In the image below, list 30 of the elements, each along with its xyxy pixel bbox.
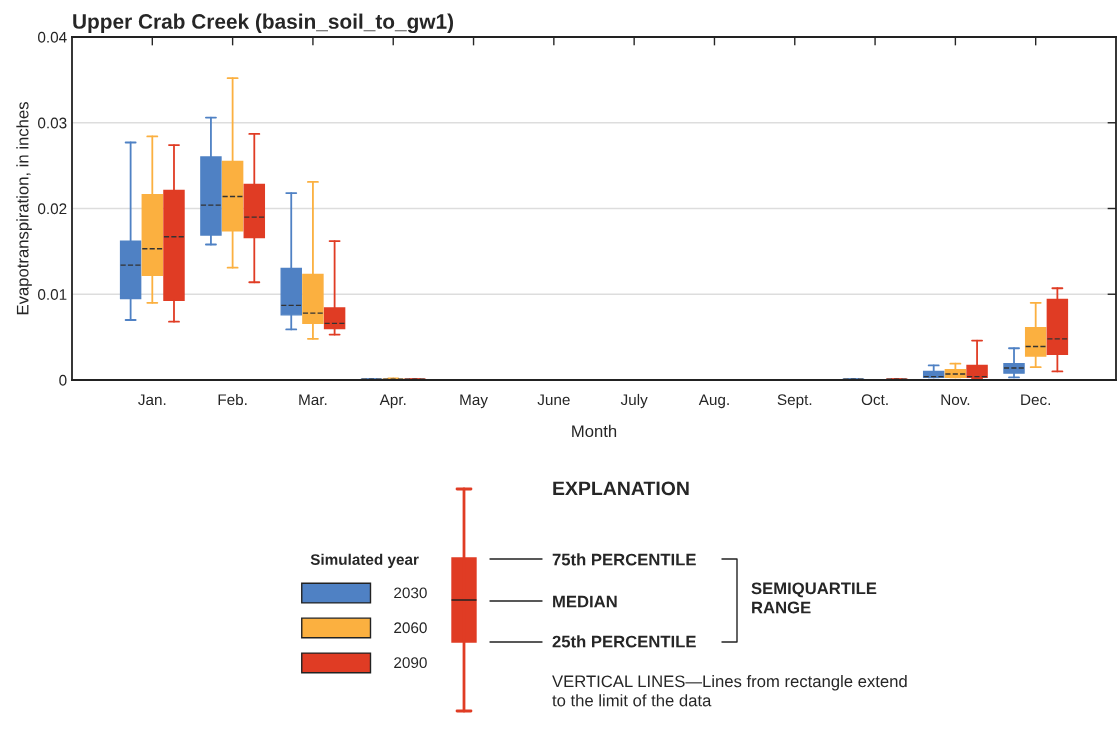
x-tick-label: Mar.: [299, 394, 327, 406]
x-tick-label: Sept.: [777, 394, 812, 409]
x-tick-label: Aug.: [698, 394, 729, 409]
y-tick-label: 0.03: [38, 117, 67, 129]
y-tick-label: 0.04: [38, 31, 67, 43]
legend-title: Simulated year: [310, 553, 419, 568]
text: MEDIAN: [553, 595, 617, 608]
y-tick-label: 0: [59, 374, 67, 386]
legend-label: 2090: [394, 657, 427, 669]
y-axis-title: Evapotranspiration, in inches: [16, 102, 32, 315]
x-tick-label: Oct.: [861, 394, 888, 406]
y-tick-label: 0.02: [38, 203, 67, 215]
y-tick-label: 0.01: [38, 289, 67, 300]
x-tick-label: Nov.: [941, 394, 970, 406]
text: EXPLANATION: [553, 481, 689, 496]
x-tick-label: Apr.: [379, 394, 406, 409]
text: 25th PERCENTILE: [552, 635, 696, 648]
x-tick-label: June: [537, 394, 570, 406]
x-tick-label: July: [620, 393, 648, 409]
legend-label: 2060: [394, 622, 427, 634]
x-tick-label: Feb.: [218, 393, 247, 406]
text: SEMIQUARTILE RANGE: [751, 582, 877, 614]
x-axis-title: Month: [572, 424, 617, 438]
text: VERTICAL LINES—Lines from rectangle extend to the limit of the data: [552, 675, 907, 707]
x-tick-label: Dec.: [1021, 394, 1051, 406]
legend-label: 2030: [394, 587, 427, 599]
x-tick-label: May: [460, 394, 488, 409]
chart-title: Upper Crab Creek (basin_soil_to_gw1): [73, 13, 454, 34]
text: 75th PERCENTILE: [552, 553, 696, 566]
x-tick-label: Jan.: [138, 394, 166, 406]
